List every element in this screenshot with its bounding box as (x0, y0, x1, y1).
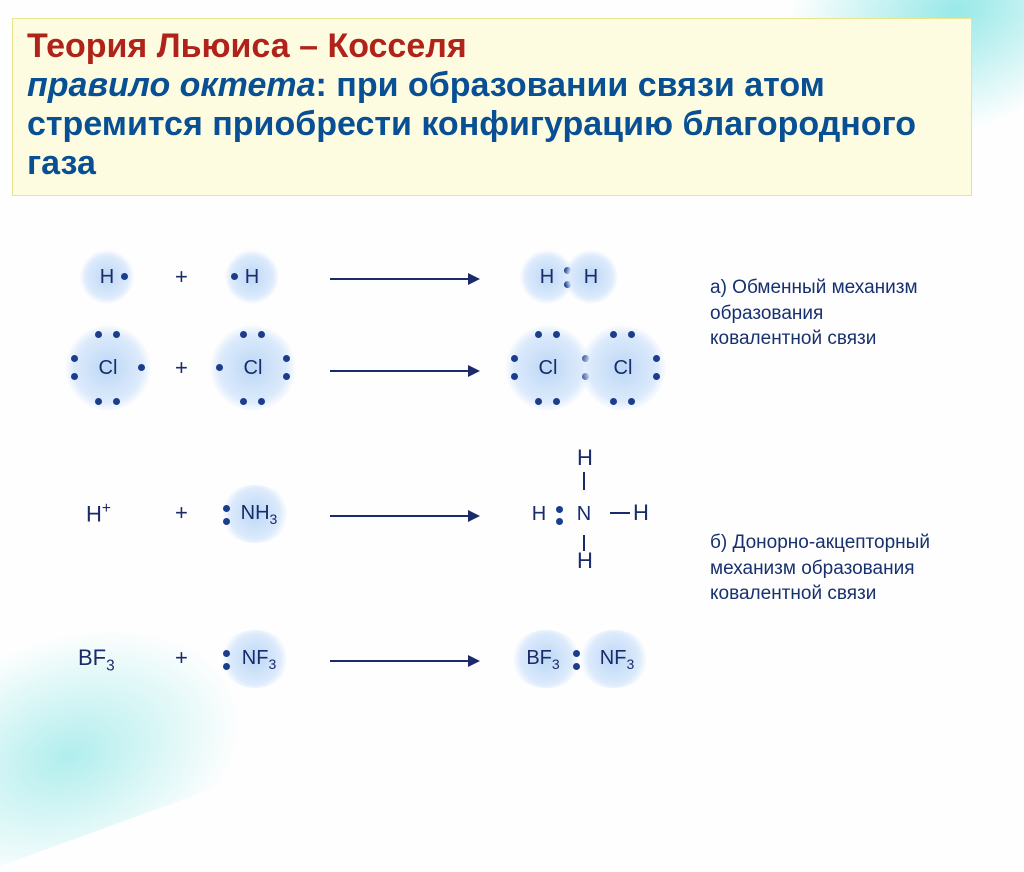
bond-line (583, 472, 585, 490)
atom-cl-left: Cl (65, 325, 151, 411)
electron-dot (258, 398, 265, 405)
electron-dot (138, 364, 145, 371)
atom-nf3-bonded: NF3 (578, 630, 650, 688)
title-box: Теория Льюиса – Косселя правило октета: … (12, 18, 972, 196)
sub3: 3 (106, 657, 115, 674)
plus-sign: + (175, 355, 188, 381)
electron-dot (113, 398, 120, 405)
atom-bf3-bonded: BF3 (510, 630, 582, 688)
electron-dot (553, 331, 560, 338)
label-h-top: H (577, 445, 593, 471)
electron-dot (610, 398, 617, 405)
label-h-right: H (633, 500, 649, 526)
atom-cl-right: Cl (210, 325, 296, 411)
electron-dot (95, 398, 102, 405)
label-cl: Cl (244, 357, 263, 380)
bond-line (610, 512, 630, 514)
label-h: H (532, 503, 546, 526)
electron-dot (223, 518, 230, 525)
plus-sign: + (175, 264, 188, 290)
label-cl: Cl (539, 357, 558, 380)
plus-sign: + (175, 500, 188, 526)
plus-sign: + (175, 645, 188, 671)
electron-dot (240, 331, 247, 338)
atom-h-nh4: H (515, 490, 563, 538)
electron-dot (216, 364, 223, 371)
atom-nh3: NH3NH3 (220, 485, 290, 543)
electron-dot (283, 373, 290, 380)
diagram-area: H + H H H Cl + Cl Cl (70, 250, 950, 750)
label-h: H (100, 266, 114, 289)
label-h-bottom: H (577, 548, 593, 574)
arrow-icon (330, 360, 480, 386)
plus-superscript: + (102, 500, 111, 517)
label-h: H (245, 266, 259, 289)
bond-line (583, 535, 585, 551)
arrow-icon (330, 505, 480, 531)
label-bf3: BF3 (526, 647, 559, 672)
electron-dot (283, 355, 290, 362)
electron-dot (653, 373, 660, 380)
electron-dot (610, 331, 617, 338)
title-emph: правило октета (27, 66, 316, 104)
h-plus: H+ (86, 500, 111, 527)
atom-h-bonded-r: H (564, 250, 618, 304)
electron-dot (628, 331, 635, 338)
electron-dot (653, 355, 660, 362)
atom-n-center: N (560, 490, 608, 538)
electron-dot (535, 398, 542, 405)
electron-dot (95, 331, 102, 338)
electron-dot (223, 663, 230, 670)
label-cl: Cl (99, 357, 118, 380)
electron-dot (121, 273, 128, 280)
electron-dot (223, 505, 230, 512)
atom-h-left: H (80, 250, 134, 304)
label-cl: Cl (614, 357, 633, 380)
label-n: N (577, 503, 591, 526)
electron-dot (113, 331, 120, 338)
label-h: H (540, 266, 554, 289)
bf3-free: BF3 (78, 645, 115, 675)
electron-dot (71, 373, 78, 380)
label-nf3: NF3 (242, 647, 276, 672)
arrow-icon (330, 650, 480, 676)
electron-dot (628, 398, 635, 405)
electron-dot (231, 273, 238, 280)
arrow-icon (330, 268, 480, 294)
caption-a: а) Обменный механизм образования ковален… (710, 275, 940, 352)
label-h: H (584, 266, 598, 289)
caption-b: б) Донорно-акцепторный механизм образова… (710, 530, 940, 607)
electron-dot (553, 398, 560, 405)
atom-nf3: NF3 (220, 630, 290, 688)
electron-dot (258, 331, 265, 338)
title-line1: Теория Льюиса – Косселя (27, 27, 467, 65)
label-nf3: NF3 (600, 647, 634, 672)
electron-dot (240, 398, 247, 405)
atom-cl-bonded-l: Cl (505, 325, 591, 411)
atom-cl-bonded-r: Cl (580, 325, 666, 411)
electron-dot (511, 373, 518, 380)
label-nh3: NH3NH3 (241, 502, 278, 527)
electron-dot (71, 355, 78, 362)
electron-dot (511, 355, 518, 362)
atom-h-right: H (225, 250, 279, 304)
electron-dot (535, 331, 542, 338)
label-h: H (86, 501, 102, 526)
electron-dot (223, 650, 230, 657)
